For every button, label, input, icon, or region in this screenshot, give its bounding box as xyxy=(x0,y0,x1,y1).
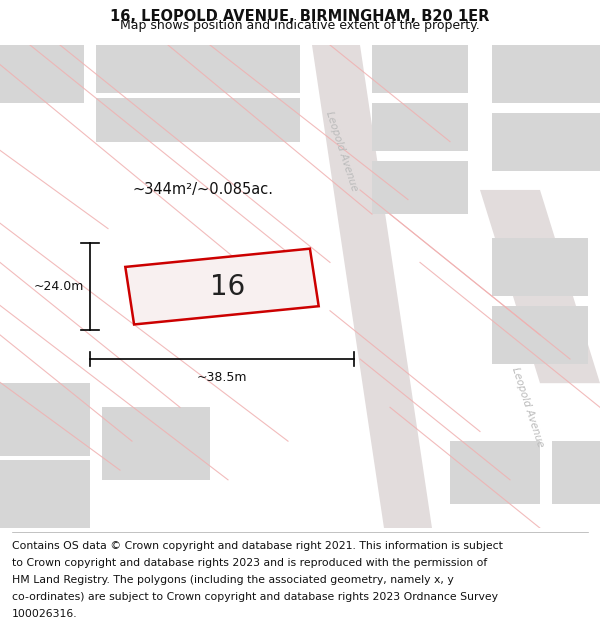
Text: ~38.5m: ~38.5m xyxy=(197,371,247,384)
Polygon shape xyxy=(96,98,300,142)
Polygon shape xyxy=(372,103,468,151)
Text: Contains OS data © Crown copyright and database right 2021. This information is : Contains OS data © Crown copyright and d… xyxy=(12,541,503,551)
Polygon shape xyxy=(102,408,210,480)
Polygon shape xyxy=(0,383,90,456)
Polygon shape xyxy=(312,45,432,528)
Polygon shape xyxy=(372,161,468,214)
Polygon shape xyxy=(492,112,600,171)
Polygon shape xyxy=(125,249,319,324)
Polygon shape xyxy=(0,45,84,103)
Text: 16, LEOPOLD AVENUE, BIRMINGHAM, B20 1ER: 16, LEOPOLD AVENUE, BIRMINGHAM, B20 1ER xyxy=(110,9,490,24)
Polygon shape xyxy=(0,461,90,528)
Text: ~24.0m: ~24.0m xyxy=(34,280,84,293)
Text: co-ordinates) are subject to Crown copyright and database rights 2023 Ordnance S: co-ordinates) are subject to Crown copyr… xyxy=(12,592,498,602)
Text: to Crown copyright and database rights 2023 and is reproduced with the permissio: to Crown copyright and database rights 2… xyxy=(12,558,487,568)
Text: Leopold Avenue: Leopold Avenue xyxy=(511,366,545,449)
Text: ~344m²/~0.085ac.: ~344m²/~0.085ac. xyxy=(132,182,273,198)
Text: 100026316.: 100026316. xyxy=(12,609,77,619)
Text: 16: 16 xyxy=(211,272,245,301)
Polygon shape xyxy=(372,45,468,93)
Text: HM Land Registry. The polygons (including the associated geometry, namely x, y: HM Land Registry. The polygons (includin… xyxy=(12,574,454,584)
Polygon shape xyxy=(492,306,588,364)
Polygon shape xyxy=(480,190,600,383)
Text: Map shows position and indicative extent of the property.: Map shows position and indicative extent… xyxy=(120,19,480,32)
Polygon shape xyxy=(450,441,540,504)
Polygon shape xyxy=(96,45,300,93)
Text: Leopold Avenue: Leopold Avenue xyxy=(325,110,359,192)
Polygon shape xyxy=(552,441,600,504)
Polygon shape xyxy=(492,45,600,103)
Polygon shape xyxy=(492,238,588,296)
